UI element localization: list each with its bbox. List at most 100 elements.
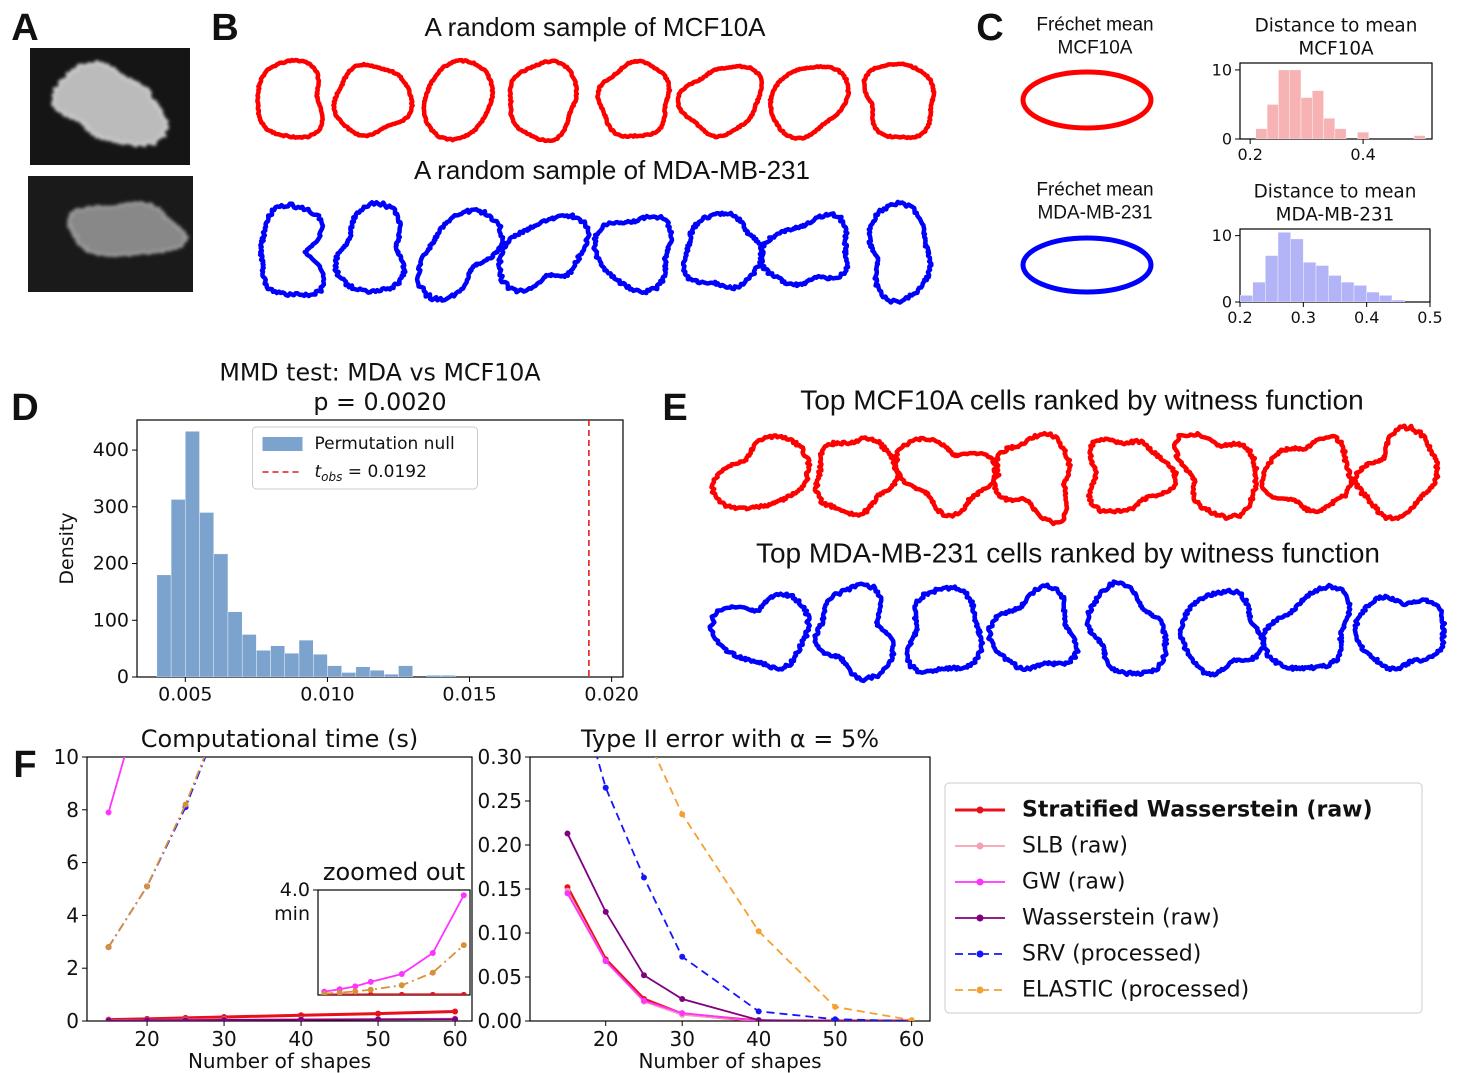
x-tick-label: 30 xyxy=(211,1027,236,1051)
series-marker xyxy=(182,801,189,808)
cell-outline xyxy=(255,57,325,140)
histogram-bar xyxy=(1290,238,1304,302)
cell-image-body xyxy=(51,60,169,148)
chart-title: zoomed out xyxy=(323,858,465,886)
cell-outline xyxy=(757,211,851,289)
series-marker xyxy=(105,944,112,951)
legend-marker xyxy=(976,950,984,958)
histogram-bar xyxy=(355,666,371,677)
panel-label: F xyxy=(13,744,36,786)
legend-label: SRV (processed) xyxy=(1022,942,1201,967)
cell-outline xyxy=(812,435,902,518)
histogram-bar xyxy=(1391,299,1405,302)
cell-outline xyxy=(331,61,415,139)
cell-image-body xyxy=(66,201,190,258)
series-marker xyxy=(564,890,571,897)
legend-marker xyxy=(976,914,984,922)
series-marker xyxy=(679,953,686,960)
series-marker xyxy=(398,971,405,977)
histogram-bar xyxy=(1265,255,1279,302)
cell-outline xyxy=(1352,593,1448,673)
y-tick-label: 0 xyxy=(66,1009,79,1033)
histogram-bar xyxy=(384,673,399,677)
legend-label: Wasserstein (raw) xyxy=(1022,906,1220,931)
chart-title: MDA-MB-231 xyxy=(1276,205,1395,226)
frechet-title: MCF10A xyxy=(1058,38,1133,59)
legend-marker xyxy=(976,878,984,886)
legend-marker xyxy=(976,986,984,994)
series-marker xyxy=(375,1016,382,1021)
legend-symbol: t xyxy=(315,462,323,482)
histogram-bar xyxy=(1379,295,1393,302)
series-marker xyxy=(105,1017,112,1021)
cell-outline xyxy=(709,433,813,512)
legend-label: tobs = 0.0192 xyxy=(315,462,427,484)
x-tick-label: 20 xyxy=(134,1027,159,1051)
panel-label: A xyxy=(11,7,38,49)
series-marker xyxy=(832,1016,839,1021)
series-marker xyxy=(452,1008,459,1015)
series-marker xyxy=(640,874,647,881)
cell-outline xyxy=(1171,430,1260,521)
series-marker xyxy=(321,990,328,995)
series-marker xyxy=(679,811,686,818)
legend-marker xyxy=(976,806,984,814)
chart-title: Distance to mean xyxy=(1255,16,1418,37)
y-tick-label: 6 xyxy=(66,851,79,875)
series-marker xyxy=(460,942,467,949)
y-tick-label: 0 xyxy=(1222,293,1232,312)
y-tick-label: 10 xyxy=(1212,60,1232,79)
cell-outline xyxy=(812,581,897,684)
histogram-bar xyxy=(341,672,357,677)
series-marker xyxy=(460,892,467,899)
histogram-bar xyxy=(227,611,243,677)
histogram-bar xyxy=(1334,128,1347,139)
x-tick-label: 0.010 xyxy=(300,683,354,705)
x-tick-label: 0.3 xyxy=(1291,308,1316,327)
sample-title: A random sample of MCF10A xyxy=(424,12,766,42)
series-marker xyxy=(460,991,467,995)
histogram-bar xyxy=(270,645,285,677)
x-tick-label: 0.5 xyxy=(1417,308,1442,327)
frechet-title: MDA-MB-231 xyxy=(1037,203,1152,224)
series-marker xyxy=(105,809,112,816)
series-marker xyxy=(640,997,647,1004)
legend-label: Stratified Wasserstein (raw) xyxy=(1022,798,1373,823)
histogram-bar xyxy=(256,650,271,677)
x-axis-label: Number of shapes xyxy=(638,1049,821,1073)
series-marker xyxy=(429,969,436,976)
histogram-bar xyxy=(170,499,186,677)
y-tick-label: 0 xyxy=(117,666,129,688)
histogram-bar xyxy=(1300,97,1313,139)
histogram-bar xyxy=(1266,104,1279,139)
cell-outline xyxy=(986,582,1081,672)
y-tick-label: 400 xyxy=(93,439,129,461)
cell-outline xyxy=(421,57,496,143)
x-tick-label: 0.4 xyxy=(1354,308,1379,327)
chart-title: MCF10A xyxy=(1298,39,1374,60)
cell-outline xyxy=(675,63,765,140)
series-marker xyxy=(221,226,227,232)
frechet-title: Fréchet mean xyxy=(1036,180,1153,201)
cell-outline xyxy=(1259,433,1355,515)
y-tick-label: 8 xyxy=(66,798,79,822)
histogram-bar xyxy=(1252,281,1266,302)
x-tick-label: 30 xyxy=(669,1027,694,1051)
x-tick-label: 0.4 xyxy=(1350,145,1375,164)
y-tick-label: 4 xyxy=(66,903,79,927)
x-tick-label: 50 xyxy=(365,1027,390,1051)
series-marker xyxy=(221,706,227,712)
series-marker xyxy=(336,989,343,995)
cell-outline xyxy=(1260,582,1353,672)
series-marker xyxy=(832,1003,839,1010)
histogram-bar xyxy=(1323,118,1336,139)
series-marker xyxy=(908,1017,915,1021)
axes-frame xyxy=(317,889,471,996)
legend-swatch xyxy=(262,437,303,451)
y-tick-label: 0.20 xyxy=(477,833,522,857)
series-marker xyxy=(144,883,151,890)
x-tick-label: 40 xyxy=(746,1027,771,1051)
panel-label: B xyxy=(211,7,238,49)
series-marker xyxy=(221,1016,228,1021)
series-marker xyxy=(755,1008,762,1015)
